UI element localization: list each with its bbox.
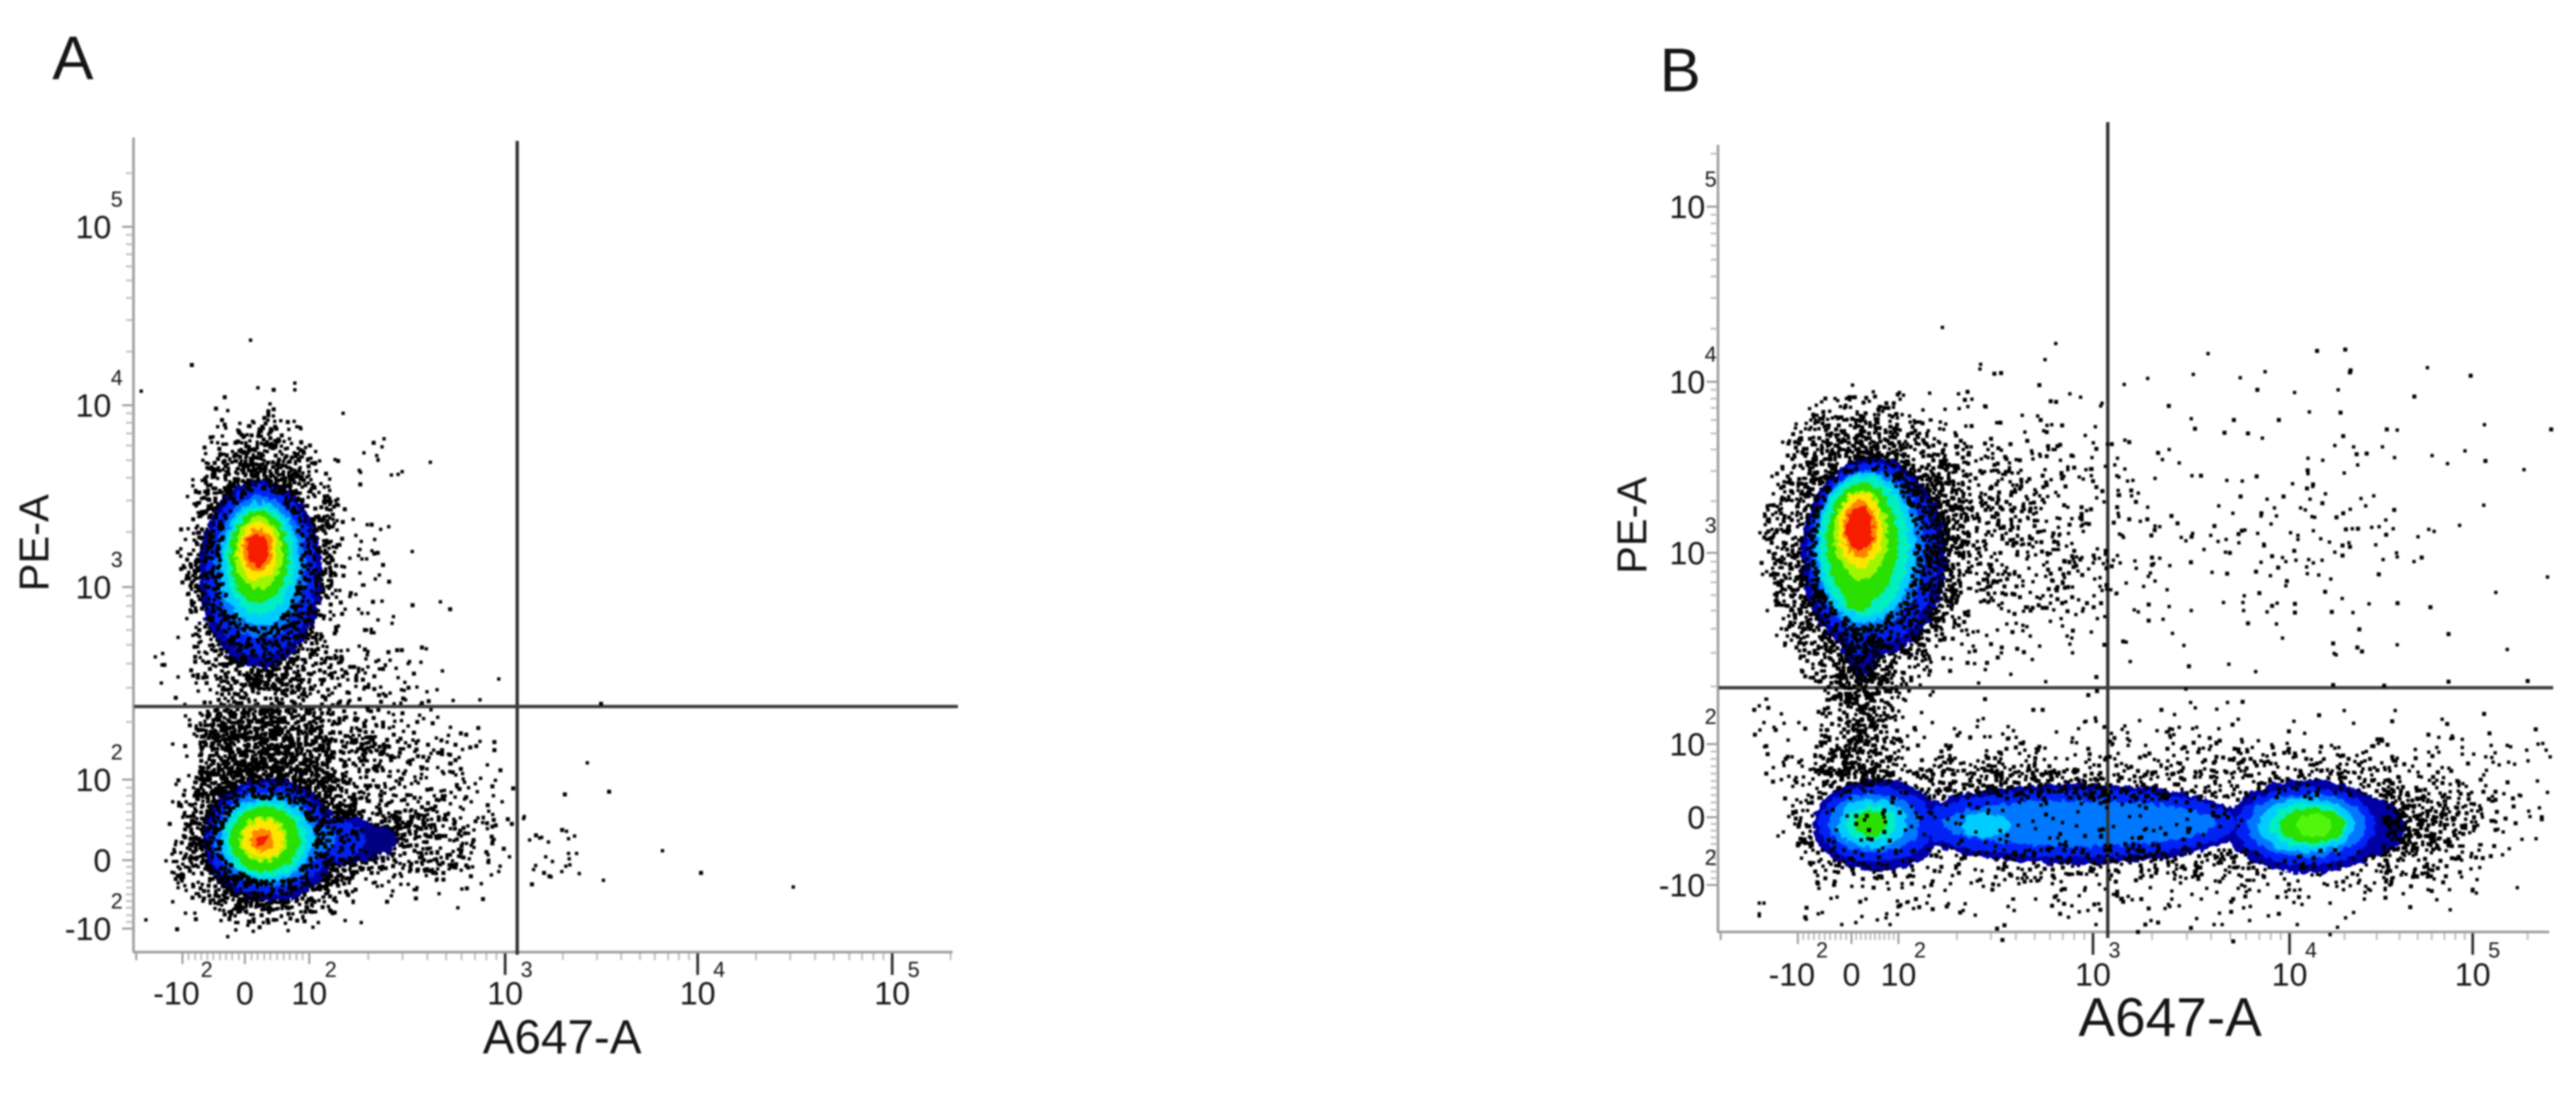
svg-text:B: B: [1660, 36, 1701, 105]
svg-text:5: 5: [908, 957, 920, 982]
svg-text:10: 10: [1670, 365, 1705, 401]
svg-text:10: 10: [1670, 536, 1705, 572]
svg-text:10: 10: [2075, 957, 2110, 993]
svg-text:3: 3: [521, 957, 533, 982]
svg-text:4: 4: [713, 957, 725, 982]
svg-text:10: 10: [76, 388, 111, 424]
svg-text:-10: -10: [1659, 868, 1705, 904]
svg-text:PE-A: PE-A: [1609, 476, 1656, 574]
svg-text:4: 4: [1705, 342, 1717, 366]
svg-text:10: 10: [1670, 190, 1705, 225]
svg-text:PE-A: PE-A: [11, 494, 58, 591]
svg-text:2: 2: [1705, 845, 1717, 870]
svg-text:5: 5: [111, 187, 123, 211]
svg-text:10: 10: [680, 976, 715, 1012]
svg-text:A647-A: A647-A: [2078, 987, 2262, 1048]
svg-text:10: 10: [2455, 957, 2490, 993]
svg-text:0: 0: [1843, 957, 1861, 993]
svg-text:5: 5: [2488, 938, 2500, 962]
svg-text:2: 2: [111, 740, 123, 764]
svg-text:0: 0: [1687, 800, 1705, 836]
svg-text:4: 4: [2305, 938, 2317, 962]
svg-text:10: 10: [76, 210, 111, 246]
svg-text:10: 10: [874, 976, 910, 1012]
svg-text:-10: -10: [65, 912, 111, 947]
svg-text:A: A: [52, 24, 94, 93]
svg-text:-10: -10: [1768, 957, 1815, 993]
svg-text:2: 2: [1705, 705, 1717, 729]
svg-text:2: 2: [325, 957, 337, 982]
svg-text:10: 10: [1670, 727, 1705, 763]
svg-text:10: 10: [487, 976, 523, 1012]
svg-text:0: 0: [93, 843, 111, 879]
svg-text:0: 0: [236, 976, 254, 1012]
svg-text:10: 10: [291, 976, 327, 1012]
svg-text:2: 2: [201, 957, 213, 982]
svg-text:10: 10: [1880, 957, 1916, 993]
svg-text:2: 2: [111, 889, 123, 913]
svg-text:3: 3: [2108, 938, 2121, 962]
svg-text:2: 2: [1914, 938, 1926, 962]
svg-text:4: 4: [111, 366, 123, 390]
svg-text:-10: -10: [153, 976, 199, 1012]
svg-text:10: 10: [76, 570, 111, 606]
svg-text:10: 10: [76, 763, 111, 798]
svg-text:A647-A: A647-A: [483, 1011, 642, 1064]
svg-text:3: 3: [111, 548, 123, 572]
svg-text:2: 2: [1816, 938, 1828, 962]
svg-text:3: 3: [1705, 513, 1717, 537]
svg-text:10: 10: [2271, 957, 2307, 993]
svg-text:5: 5: [1705, 167, 1717, 191]
